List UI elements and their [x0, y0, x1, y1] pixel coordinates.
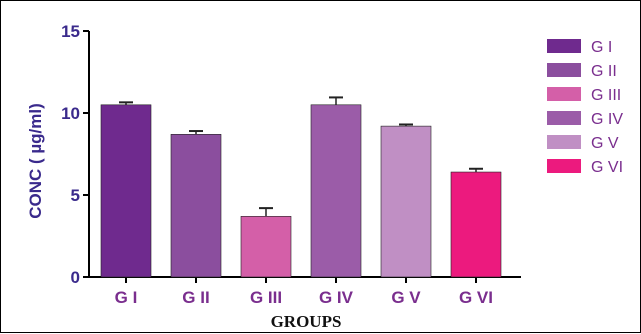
legend-label: G VI [591, 159, 623, 176]
legend: G I G II G III G IV G V G VI [547, 39, 623, 176]
x-tick-label: G I [115, 288, 138, 307]
legend-label: G III [591, 87, 621, 104]
legend-swatch [547, 39, 581, 53]
legend-swatch [547, 87, 581, 101]
y-tick-label: 0 [71, 268, 80, 287]
bar-g-ii [170, 134, 222, 278]
y-tick-label: 5 [71, 186, 80, 205]
bar-g-v [380, 125, 432, 278]
bar-g-iii [240, 216, 292, 278]
legend-label: G II [591, 63, 617, 80]
x-tick-label: G V [391, 288, 421, 307]
y-axis-label: CONC ( µg/ml) [26, 103, 45, 219]
legend-swatch [547, 63, 581, 77]
y-tick-label: 10 [61, 104, 80, 123]
x-tick-label: G IV [319, 288, 354, 307]
legend-swatch [547, 135, 581, 149]
legend-label: G V [591, 135, 619, 152]
legend-label: G I [591, 39, 612, 56]
y-tick-label: 15 [61, 22, 80, 41]
legend-swatch [547, 159, 581, 173]
x-axis-label: GROUPS [271, 312, 342, 331]
legend-swatch [547, 111, 581, 125]
bar-g-i [100, 104, 152, 278]
bar-g-iv [310, 104, 362, 278]
x-tick-label: G II [182, 288, 209, 307]
bars [100, 96, 502, 278]
axes: 0 5 10 15 G I G II G III G IV G V G VI [61, 22, 521, 307]
legend-label: G IV [591, 111, 623, 128]
bar-g-vi [450, 171, 502, 278]
x-tick-label: G III [250, 288, 282, 307]
x-tick-label: G VI [459, 288, 493, 307]
